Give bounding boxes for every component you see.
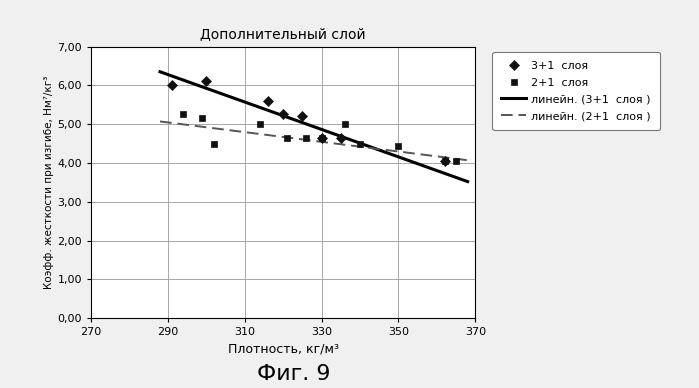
Line: 3+1  слоя: 3+1 слоя (168, 78, 448, 165)
Title: Дополнительный слой: Дополнительный слой (201, 27, 366, 41)
2+1  слоя (283, 135, 291, 140)
Line: линейн. (2+1  слоя ): линейн. (2+1 слоя ) (160, 121, 468, 160)
3+1  слоя (202, 79, 210, 84)
линейн. (3+1  слоя ) (463, 179, 472, 184)
3+1  слоя (168, 83, 176, 88)
2+1  слоя (356, 141, 364, 146)
2+1  слоя (394, 143, 403, 148)
2+1  слоя (440, 159, 449, 163)
линейн. (2+1  слоя ) (463, 158, 472, 163)
Line: линейн. (3+1  слоя ): линейн. (3+1 слоя ) (160, 72, 468, 182)
Legend: 3+1  слоя, 2+1  слоя, линейн. (3+1  слоя ), линейн. (2+1  слоя ): 3+1 слоя, 2+1 слоя, линейн. (3+1 слоя ),… (492, 52, 660, 130)
линейн. (3+1  слоя ) (156, 69, 164, 74)
3+1  слоя (264, 99, 272, 103)
2+1  слоя (340, 122, 349, 126)
3+1  слоя (279, 112, 287, 117)
2+1  слоя (452, 159, 460, 163)
3+1  слоя (337, 135, 345, 140)
Text: Фиг. 9: Фиг. 9 (257, 364, 331, 384)
2+1  слоя (317, 135, 326, 140)
2+1  слоя (302, 135, 310, 140)
X-axis label: Плотность, кг/м³: Плотность, кг/м³ (228, 343, 338, 356)
3+1  слоя (317, 135, 326, 140)
3+1  слоя (298, 114, 306, 119)
2+1  слоя (256, 122, 264, 126)
2+1  слоя (199, 116, 207, 121)
линейн. (2+1  слоя ) (156, 119, 164, 124)
2+1  слоя (179, 112, 187, 117)
Y-axis label: Коэфф. жесткости при изгибе, Нм⁷/кг³: Коэфф. жесткости при изгибе, Нм⁷/кг³ (45, 76, 55, 289)
Line: 2+1  слоя: 2+1 слоя (180, 111, 459, 165)
2+1  слоя (210, 141, 218, 146)
3+1  слоя (440, 159, 449, 163)
